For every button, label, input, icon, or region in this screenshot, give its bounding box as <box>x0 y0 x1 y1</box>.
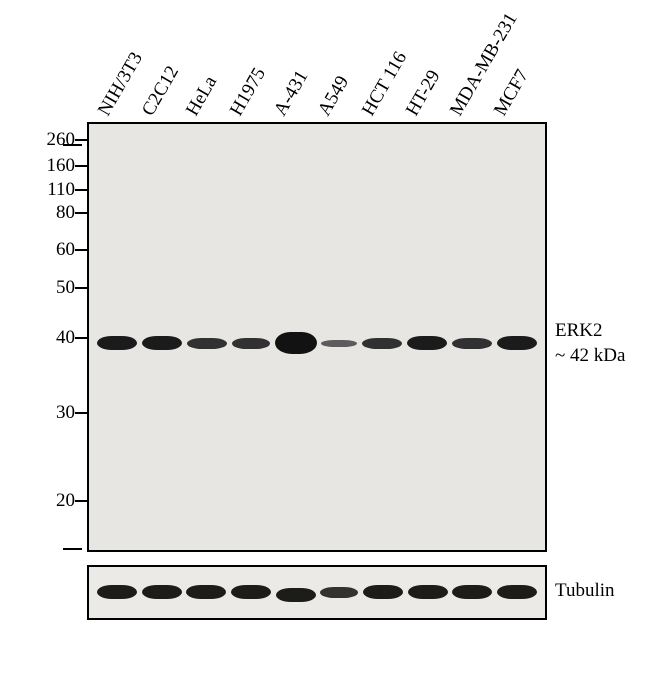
mw-label: 60 <box>56 239 75 261</box>
band <box>408 585 448 599</box>
band <box>452 585 492 599</box>
tubulin-band-row <box>97 585 537 599</box>
band <box>97 336 137 350</box>
band <box>97 585 137 599</box>
mw-label: 260 <box>47 129 76 151</box>
mw-ladder: 260 160 110 80 60 50 40 30 20 <box>0 122 75 552</box>
mw-tick <box>75 287 87 289</box>
band <box>497 585 537 599</box>
mw-tick <box>75 165 87 167</box>
band <box>497 336 537 350</box>
mw-tick <box>75 139 87 141</box>
lane-label: H1975 <box>226 64 271 120</box>
band <box>362 338 402 349</box>
lane-label: MCF7 <box>490 66 534 120</box>
mw-tick <box>75 189 87 191</box>
lane-label: HeLa <box>182 72 222 120</box>
lane-label: HT-29 <box>402 67 446 120</box>
mw-label: 20 <box>56 490 75 512</box>
target-label: ERK2 <box>555 320 603 342</box>
band <box>142 336 182 350</box>
band <box>363 585 403 599</box>
band <box>276 588 316 602</box>
lane-labels-area: NIH/3T3 C2C12 HeLa H1975 A-431 A549 HCT … <box>95 10 555 120</box>
target-mw-label: ~ 42 kDa <box>555 345 625 367</box>
lane-label: C2C12 <box>138 62 184 120</box>
lane-label: A549 <box>314 72 354 120</box>
tubulin-blot <box>87 565 547 620</box>
mw-tick <box>75 500 87 502</box>
mw-label: 110 <box>47 179 75 201</box>
erk2-band-row <box>97 332 537 354</box>
band <box>231 585 271 599</box>
mw-label: 160 <box>47 155 76 177</box>
mw-tick <box>75 337 87 339</box>
mw-label: 80 <box>56 202 75 224</box>
band <box>275 332 317 354</box>
band <box>320 587 358 598</box>
mw-tick <box>75 412 87 414</box>
mw-bottom-dash <box>63 548 82 550</box>
band <box>452 338 492 349</box>
band <box>186 585 226 599</box>
mw-tick <box>75 249 87 251</box>
mw-tick <box>75 212 87 214</box>
mw-label: 40 <box>56 327 75 349</box>
tubulin-label: Tubulin <box>555 580 615 602</box>
band <box>187 338 227 349</box>
band <box>407 336 447 350</box>
band <box>142 585 182 599</box>
main-western-blot <box>87 122 547 552</box>
band <box>232 338 270 349</box>
mw-label: 30 <box>56 402 75 424</box>
mw-label: 50 <box>56 277 75 299</box>
lane-label: A-431 <box>270 67 313 120</box>
band <box>321 340 357 347</box>
